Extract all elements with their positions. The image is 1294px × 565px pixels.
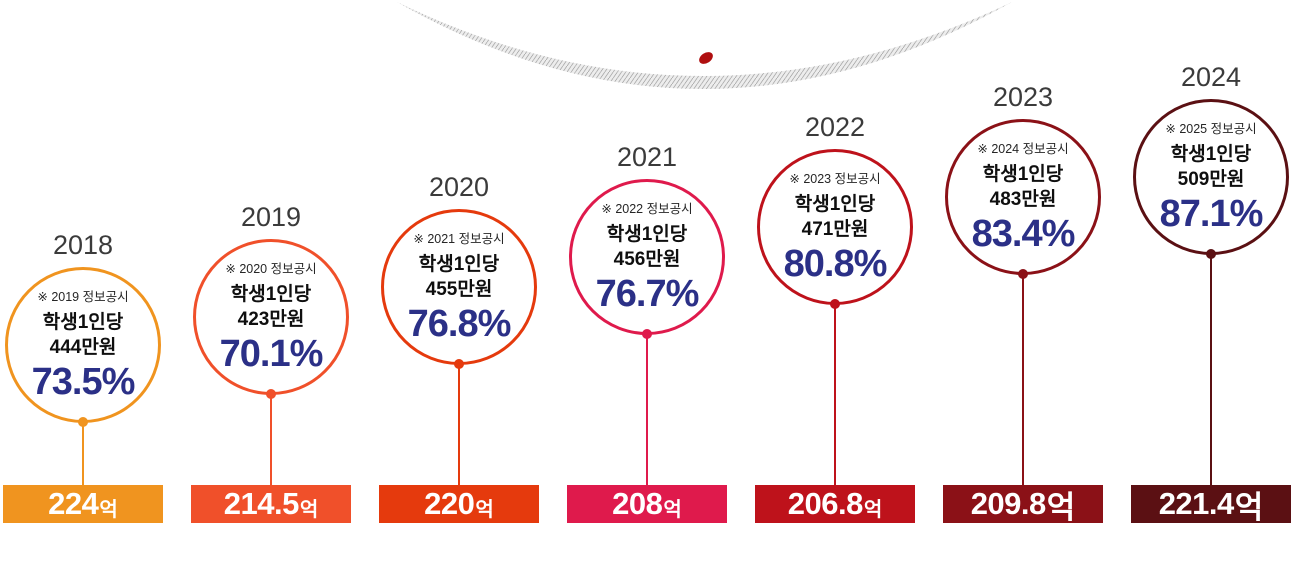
connector-dot-icon	[78, 417, 88, 427]
connector-line	[1022, 275, 1024, 485]
per-student-line1: 학생1인당	[418, 254, 500, 275]
per-student-line2: 509만원	[1177, 169, 1245, 190]
percent-value: 83.4%	[971, 213, 1076, 255]
stat-circle: ※ 2019 정보공시 학생1인당 444만원 73.5%	[5, 267, 161, 423]
year-column: 2019 ※ 2020 정보공시 학생1인당 423만원 70.1% 214.5…	[191, 0, 351, 565]
amount-value: 214.5	[223, 486, 300, 521]
connector-dot-icon	[454, 359, 464, 369]
year-column: 2022 ※ 2023 정보공시 학생1인당 471만원 80.8% 206.8…	[755, 0, 915, 565]
amount-unit: 억	[475, 498, 494, 521]
year-column: 2018 ※ 2019 정보공시 학생1인당 444만원 73.5% 224 억	[3, 0, 163, 565]
per-student-text: 학생1인당 471만원	[760, 192, 910, 242]
amount-bar: 220 억	[379, 485, 539, 523]
stat-circle: ※ 2020 정보공시 학생1인당 423만원 70.1%	[193, 239, 349, 395]
per-student-line2: 455만원	[425, 279, 493, 300]
year-column: 2023 ※ 2024 정보공시 학생1인당 483만원 83.4% 209.8…	[943, 0, 1103, 565]
per-student-line1: 학생1인당	[606, 224, 688, 245]
year-label: 2020	[428, 172, 490, 202]
amount-value: 209.8	[970, 486, 1047, 521]
disclosure-note: ※ 2023 정보공시	[789, 172, 881, 186]
per-student-line1: 학생1인당	[794, 194, 876, 215]
connector-line	[646, 335, 648, 485]
per-student-text: 학생1인당 455만원	[384, 252, 534, 302]
decorative-arc	[397, 2, 1012, 89]
disclosure-note: ※ 2024 정보공시	[977, 142, 1069, 156]
per-student-line1: 학생1인당	[230, 284, 312, 305]
per-student-line1: 학생1인당	[1170, 144, 1252, 165]
connector-dot-icon	[266, 389, 276, 399]
amount-value: 221.4	[1158, 486, 1235, 521]
per-student-line1: 학생1인당	[42, 312, 124, 333]
per-student-text: 학생1인당 444만원	[8, 310, 158, 360]
disclosure-note: ※ 2025 정보공시	[1165, 122, 1257, 136]
amount-value: 220	[424, 486, 475, 521]
disclosure-note: ※ 2022 정보공시	[601, 202, 693, 216]
per-student-text: 학생1인당 423만원	[196, 282, 346, 332]
amount-bar: 214.5 억	[191, 485, 351, 523]
stat-circle: ※ 2025 정보공시 학생1인당 509만원 87.1%	[1133, 99, 1289, 255]
connector-dot-icon	[830, 299, 840, 309]
amount-unit: 억	[1234, 489, 1264, 525]
amount-unit: 억	[99, 498, 118, 521]
connector-dot-icon	[642, 329, 652, 339]
per-student-line2: 444만원	[49, 337, 117, 358]
per-student-text: 학생1인당 509만원	[1136, 142, 1286, 192]
disclosure-note: ※ 2021 정보공시	[413, 232, 505, 246]
percent-value: 76.8%	[407, 303, 512, 345]
connector-line	[270, 395, 272, 485]
amount-bar: 208 억	[567, 485, 727, 523]
amount-value: 208	[612, 486, 663, 521]
year-column: 2021 ※ 2022 정보공시 학생1인당 456만원 76.7% 208 억	[567, 0, 727, 565]
per-student-line1: 학생1인당	[982, 164, 1064, 185]
per-student-text: 학생1인당 456만원	[572, 222, 722, 272]
percent-value: 76.7%	[595, 273, 700, 315]
percent-value: 70.1%	[219, 333, 324, 375]
connector-line	[1210, 255, 1212, 485]
amount-value: 224	[48, 486, 99, 521]
amount-bar: 221.4 억	[1131, 485, 1291, 525]
per-student-line2: 471만원	[801, 219, 869, 240]
per-student-line2: 423만원	[237, 309, 305, 330]
disclosure-note: ※ 2019 정보공시	[37, 290, 129, 304]
amount-unit: 억	[863, 498, 883, 521]
amount-bar: 206.8 억	[755, 485, 915, 523]
amount-unit: 억	[299, 498, 319, 521]
year-column: 2024 ※ 2025 정보공시 학생1인당 509만원 87.1% 221.4…	[1131, 0, 1291, 565]
amount-bar: 224 억	[3, 485, 163, 523]
percent-value: 87.1%	[1159, 193, 1264, 235]
stat-circle: ※ 2024 정보공시 학생1인당 483만원 83.4%	[945, 119, 1101, 275]
connector-line	[834, 305, 836, 485]
stat-circle: ※ 2021 정보공시 학생1인당 455만원 76.8%	[381, 209, 537, 365]
amount-bar: 209.8 억	[943, 485, 1103, 525]
highlight-dot-icon	[699, 52, 713, 64]
year-label: 2018	[52, 230, 114, 260]
connector-line	[82, 423, 84, 485]
connector-dot-icon	[1206, 249, 1216, 259]
year-label: 2023	[992, 82, 1054, 112]
amount-unit: 억	[663, 498, 682, 521]
connector-dot-icon	[1018, 269, 1028, 279]
year-label: 2019	[240, 202, 302, 232]
disclosure-note: ※ 2020 정보공시	[225, 262, 317, 276]
year-column: 2020 ※ 2021 정보공시 학생1인당 455만원 76.8% 220 억	[379, 0, 539, 565]
per-student-line2: 483만원	[989, 189, 1057, 210]
percent-value: 80.8%	[783, 243, 888, 285]
year-label: 2021	[616, 142, 678, 172]
amount-value: 206.8	[787, 486, 864, 521]
amount-unit: 억	[1046, 489, 1076, 525]
per-student-line2: 456만원	[613, 249, 681, 270]
year-label: 2022	[804, 112, 866, 142]
per-student-text: 학생1인당 483만원	[948, 162, 1098, 212]
hatched-crescent	[397, 2, 1012, 89]
year-label: 2024	[1180, 62, 1242, 92]
stat-circle: ※ 2022 정보공시 학생1인당 456만원 76.7%	[569, 179, 725, 335]
percent-value: 73.5%	[31, 361, 136, 403]
connector-line	[458, 365, 460, 485]
stat-circle: ※ 2023 정보공시 학생1인당 471만원 80.8%	[757, 149, 913, 305]
